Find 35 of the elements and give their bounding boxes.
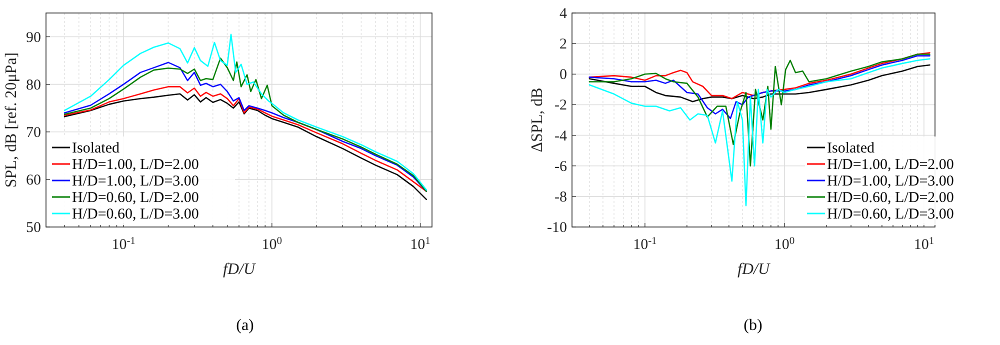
legend-label: Isolated xyxy=(827,140,875,156)
y-tick-label: -10 xyxy=(547,220,567,236)
legend-label: H/D=1.00, L/D=2.00 xyxy=(827,157,954,173)
y-tick-label: -2 xyxy=(554,98,567,114)
y-axis-title: SPL, dB [ref. 20μPa] xyxy=(3,52,20,188)
legend-label: H/D=0.60, L/D=2.00 xyxy=(827,190,954,206)
legend-label: H/D=0.60, L/D=3.00 xyxy=(72,206,199,222)
x-tick-label: 10$^{0}$ xyxy=(262,236,282,253)
x-tick-label: 10$^{1}$ xyxy=(410,236,430,253)
x-tick-label: 10$^{1}$ xyxy=(914,236,934,253)
x-axis-title: fD/U xyxy=(738,261,771,278)
y-tick-label: 80 xyxy=(26,77,41,94)
x-axis-title: fD/U xyxy=(223,261,256,278)
x-tick-label: 10$^{-1}$ xyxy=(112,236,136,253)
legend-label: H/D=1.00, L/D=3.00 xyxy=(72,174,199,190)
y-tick-label: 4 xyxy=(560,6,568,22)
y-tick-label: 0 xyxy=(560,67,567,84)
x-tick-label: 10$^{0}$ xyxy=(774,236,795,253)
x-tick-label: 10$^{-1}$ xyxy=(633,236,657,253)
legend-label: H/D=1.00, L/D=3.00 xyxy=(827,174,954,190)
y-tick-label: -4 xyxy=(554,128,568,144)
text: (a) xyxy=(236,317,254,334)
y-tick-label: -6 xyxy=(554,158,568,175)
legend-label: H/D=0.60, L/D=2.00 xyxy=(72,190,199,206)
legend-label: H/D=1.00, L/D=2.00 xyxy=(72,157,199,173)
text: (b) xyxy=(744,317,762,334)
y-tick-label: 50 xyxy=(26,220,41,236)
y-axis-title: ΔSPL, dB xyxy=(529,88,546,152)
y-tick-label: 60 xyxy=(26,172,41,188)
legend-label: Isolated xyxy=(72,140,120,156)
y-tick-label: 2 xyxy=(560,36,567,53)
legend-label: H/D=0.60, L/D=3.00 xyxy=(827,206,954,222)
y-tick-label: -8 xyxy=(554,189,567,206)
y-tick-label: 90 xyxy=(26,30,41,46)
y-tick-label: 70 xyxy=(26,124,41,141)
